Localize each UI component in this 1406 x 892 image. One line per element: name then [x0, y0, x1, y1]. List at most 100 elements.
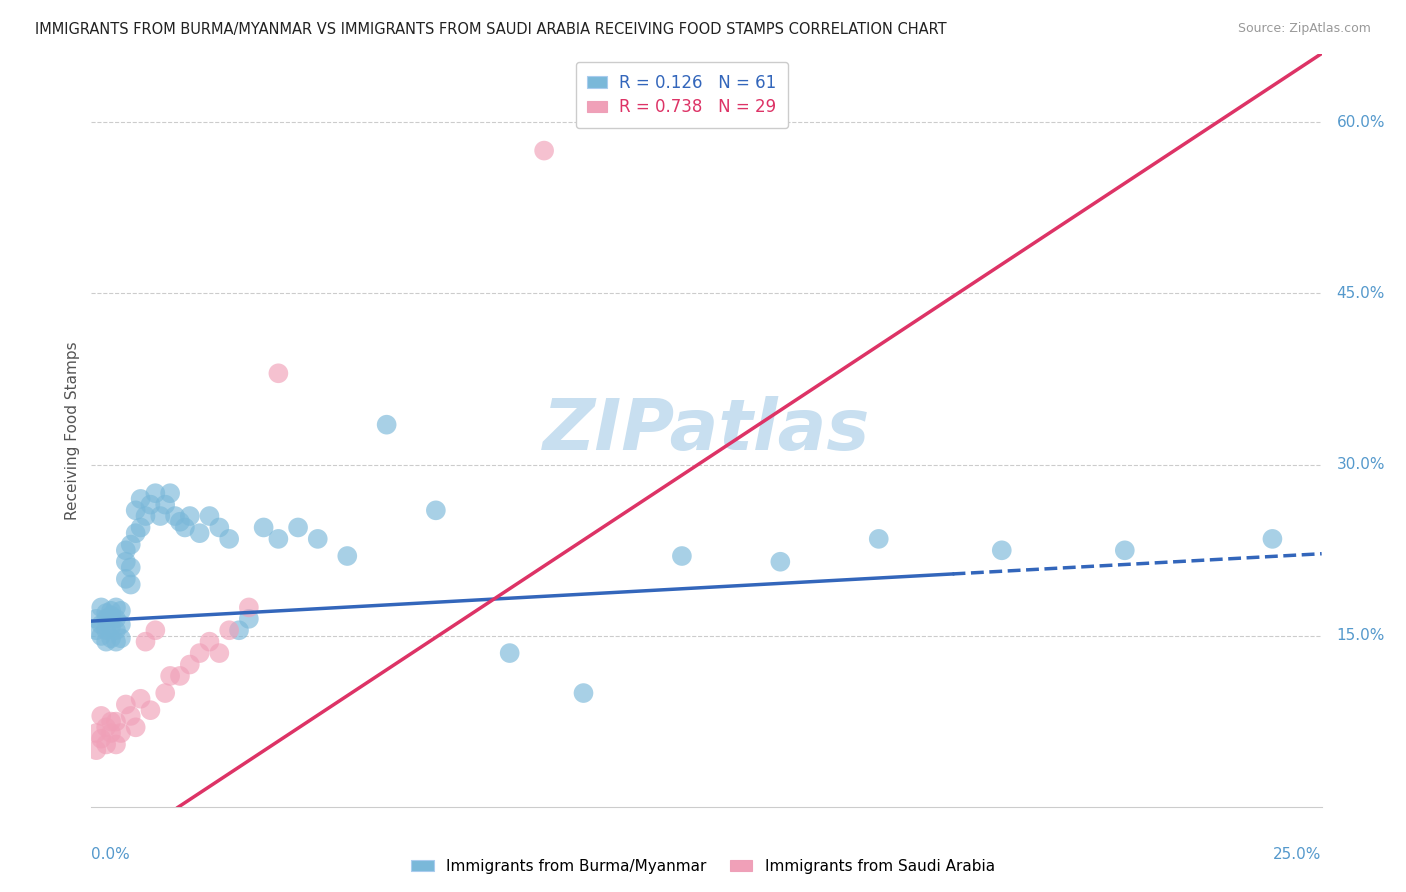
Point [169, 515, 191, 529]
Point [375, 417, 398, 432]
Point [105, 612, 127, 626]
Point [145, 624, 166, 638]
Point [153, 686, 177, 700]
Point [120, 560, 142, 574]
Point [218, 624, 240, 638]
Point [110, 604, 132, 618]
Point [129, 691, 152, 706]
Point [188, 646, 211, 660]
Point [96, 720, 117, 734]
Point [179, 657, 201, 672]
Point [159, 486, 181, 500]
Point [287, 520, 309, 534]
Point [124, 526, 146, 541]
Point [90, 731, 112, 746]
Point [198, 509, 221, 524]
Point [90, 600, 112, 615]
Point [169, 669, 191, 683]
Point [86, 624, 108, 638]
Point [149, 509, 172, 524]
Point [110, 726, 132, 740]
Point [110, 617, 132, 632]
Point [105, 600, 127, 615]
Point [114, 698, 138, 712]
Point [90, 629, 112, 643]
Point [533, 144, 555, 158]
Point [96, 612, 117, 626]
Point [96, 624, 117, 638]
Point [159, 669, 181, 683]
Point [100, 608, 122, 623]
Point [145, 486, 166, 500]
Point [96, 738, 117, 752]
Point [425, 503, 447, 517]
Point [179, 509, 201, 524]
Text: ZIPatlas: ZIPatlas [543, 396, 870, 465]
Point [96, 606, 117, 620]
Point [139, 703, 162, 717]
Point [114, 572, 138, 586]
Point [238, 612, 260, 626]
Y-axis label: Receiving Food Stamps: Receiving Food Stamps [65, 341, 80, 520]
Point [572, 686, 595, 700]
Point [120, 709, 142, 723]
Point [120, 577, 142, 591]
Point [100, 632, 122, 646]
Point [114, 543, 138, 558]
Point [86, 612, 108, 626]
Point [208, 646, 231, 660]
Point [153, 498, 177, 512]
Point [105, 624, 127, 638]
Point [139, 498, 162, 512]
Point [100, 714, 122, 729]
Point [769, 555, 792, 569]
Point [188, 526, 211, 541]
Point [253, 520, 276, 534]
Legend: Immigrants from Burma/Myanmar, Immigrants from Saudi Arabia: Immigrants from Burma/Myanmar, Immigrant… [405, 853, 1001, 880]
Point [238, 600, 260, 615]
Point [105, 738, 127, 752]
Point [163, 509, 186, 524]
Point [498, 646, 520, 660]
Text: 15.0%: 15.0% [1336, 629, 1385, 643]
Point [990, 543, 1012, 558]
Point [120, 538, 142, 552]
Point [671, 549, 693, 563]
Point [110, 632, 132, 646]
Point [105, 714, 127, 729]
Point [135, 634, 156, 648]
Point [218, 532, 240, 546]
Point [105, 634, 127, 648]
Text: 25.0%: 25.0% [1274, 847, 1322, 863]
Point [1261, 532, 1284, 546]
Point [208, 520, 231, 534]
Point [124, 503, 146, 517]
Text: IMMIGRANTS FROM BURMA/MYANMAR VS IMMIGRANTS FROM SAUDI ARABIA RECEIVING FOOD STA: IMMIGRANTS FROM BURMA/MYANMAR VS IMMIGRA… [35, 22, 946, 37]
Point [135, 509, 156, 524]
Point [124, 720, 146, 734]
Point [228, 624, 250, 638]
Point [129, 520, 152, 534]
Text: 0.0%: 0.0% [91, 847, 131, 863]
Point [868, 532, 890, 546]
Point [198, 634, 221, 648]
Text: 60.0%: 60.0% [1336, 114, 1385, 129]
Point [100, 604, 122, 618]
Point [96, 634, 117, 648]
Point [86, 743, 108, 757]
Legend: R = 0.126   N = 61, R = 0.738   N = 29: R = 0.126 N = 61, R = 0.738 N = 29 [576, 62, 787, 128]
Point [267, 366, 290, 380]
Point [86, 726, 108, 740]
Point [307, 532, 329, 546]
Point [267, 532, 290, 546]
Text: 30.0%: 30.0% [1336, 458, 1385, 472]
Text: 45.0%: 45.0% [1336, 285, 1385, 301]
Point [90, 617, 112, 632]
Point [100, 620, 122, 634]
Point [1114, 543, 1136, 558]
Text: Source: ZipAtlas.com: Source: ZipAtlas.com [1237, 22, 1371, 36]
Point [100, 726, 122, 740]
Point [129, 491, 152, 506]
Point [174, 520, 197, 534]
Point [114, 555, 138, 569]
